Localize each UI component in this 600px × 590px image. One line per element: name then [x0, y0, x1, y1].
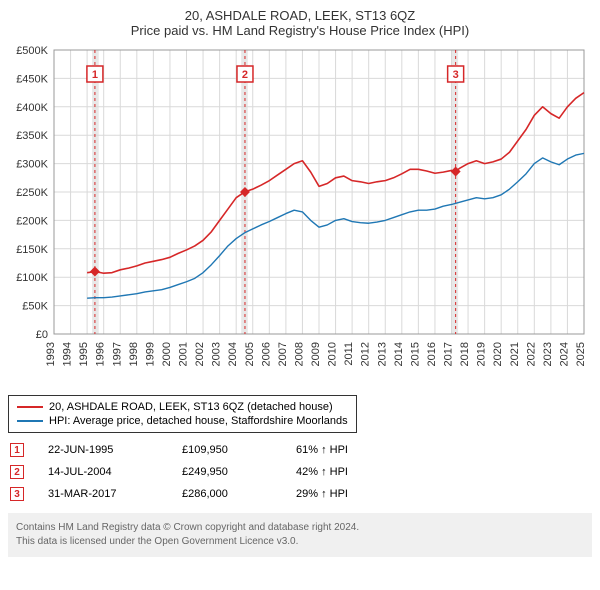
legend-swatch — [17, 406, 43, 408]
legend-item: 20, ASHDALE ROAD, LEEK, ST13 6QZ (detach… — [17, 400, 348, 414]
svg-text:2014: 2014 — [393, 342, 405, 366]
sale-price: £286,000 — [182, 488, 272, 500]
sale-row: 1 22-JUN-1995 £109,950 61% ↑ HPI — [8, 439, 592, 461]
svg-text:2006: 2006 — [260, 342, 272, 366]
svg-text:2008: 2008 — [293, 342, 305, 366]
svg-text:£100K: £100K — [16, 272, 48, 284]
svg-text:2013: 2013 — [376, 342, 388, 366]
svg-text:2000: 2000 — [161, 342, 173, 366]
svg-text:2019: 2019 — [476, 342, 488, 366]
svg-text:2021: 2021 — [509, 342, 521, 366]
legend-swatch — [17, 420, 43, 422]
svg-text:2022: 2022 — [525, 342, 537, 366]
sale-price: £249,950 — [182, 466, 272, 478]
svg-text:2023: 2023 — [542, 342, 554, 366]
svg-text:2002: 2002 — [194, 342, 206, 366]
legend: 20, ASHDALE ROAD, LEEK, ST13 6QZ (detach… — [8, 395, 357, 433]
svg-text:1999: 1999 — [144, 342, 156, 366]
footer-line-2: This data is licensed under the Open Gov… — [16, 535, 584, 549]
sale-price: £109,950 — [182, 444, 272, 456]
svg-text:2025: 2025 — [575, 342, 587, 366]
svg-text:£250K: £250K — [16, 187, 48, 199]
sale-pct: 29% ↑ HPI — [296, 488, 386, 500]
svg-text:2001: 2001 — [178, 342, 190, 366]
chart-subtitle: Price paid vs. HM Land Registry's House … — [8, 23, 592, 38]
svg-text:2024: 2024 — [558, 342, 570, 366]
svg-text:£400K: £400K — [16, 102, 48, 114]
svg-text:2018: 2018 — [459, 342, 471, 366]
svg-text:1994: 1994 — [62, 342, 74, 366]
sale-row: 2 14-JUL-2004 £249,950 42% ↑ HPI — [8, 461, 592, 483]
svg-text:1996: 1996 — [95, 342, 107, 366]
svg-text:£150K: £150K — [16, 244, 48, 256]
svg-text:2011: 2011 — [343, 342, 355, 366]
sale-pct: 61% ↑ HPI — [296, 444, 386, 456]
svg-text:2004: 2004 — [227, 342, 239, 366]
legend-label: 20, ASHDALE ROAD, LEEK, ST13 6QZ (detach… — [49, 401, 333, 413]
svg-text:2007: 2007 — [277, 342, 289, 366]
svg-text:2003: 2003 — [211, 342, 223, 366]
sales-table: 1 22-JUN-1995 £109,950 61% ↑ HPI 2 14-JUL-200… — [8, 439, 592, 505]
svg-text:3: 3 — [453, 69, 459, 81]
chart-area: £0 £50K £100K £150K £200K £250K £300K £350K £400… — [8, 44, 592, 389]
svg-text:1: 1 — [92, 69, 98, 81]
svg-text:£50K: £50K — [22, 301, 48, 313]
svg-text:2: 2 — [242, 69, 248, 81]
sale-date: 14-JUL-2004 — [48, 466, 158, 478]
svg-text:1993: 1993 — [45, 342, 57, 366]
svg-text:2020: 2020 — [492, 342, 504, 366]
sale-date: 22-JUN-1995 — [48, 444, 158, 456]
svg-text:1997: 1997 — [111, 342, 123, 366]
svg-text:£500K: £500K — [16, 45, 48, 57]
svg-text:2015: 2015 — [409, 342, 421, 366]
svg-text:£0: £0 — [36, 329, 48, 341]
svg-text:1998: 1998 — [128, 342, 140, 366]
svg-text:2010: 2010 — [327, 342, 339, 366]
chart-title: 20, ASHDALE ROAD, LEEK, ST13 6QZ — [8, 8, 592, 23]
svg-text:£350K: £350K — [16, 130, 48, 142]
svg-text:2016: 2016 — [426, 342, 438, 366]
legend-item: HPI: Average price, detached house, Staf… — [17, 414, 348, 428]
svg-text:2005: 2005 — [244, 342, 256, 366]
sale-marker: 3 — [10, 487, 24, 501]
sale-marker: 2 — [10, 465, 24, 479]
footer-attribution: Contains HM Land Registry data © Crown c… — [8, 513, 592, 557]
sale-row: 3 31-MAR-2017 £286,000 29% ↑ HPI — [8, 483, 592, 505]
legend-label: HPI: Average price, detached house, Staf… — [49, 415, 348, 427]
svg-text:2009: 2009 — [310, 342, 322, 366]
sale-marker: 1 — [10, 443, 24, 457]
footer-line-1: Contains HM Land Registry data © Crown c… — [16, 521, 584, 535]
sale-date: 31-MAR-2017 — [48, 488, 158, 500]
sale-pct: 42% ↑ HPI — [296, 466, 386, 478]
svg-text:2017: 2017 — [443, 342, 455, 366]
svg-text:£200K: £200K — [16, 215, 48, 227]
svg-text:£300K: £300K — [16, 159, 48, 171]
svg-text:2012: 2012 — [360, 342, 372, 366]
svg-text:£450K: £450K — [16, 73, 48, 85]
svg-text:1995: 1995 — [78, 342, 90, 366]
line-chart-svg: £0 £50K £100K £150K £200K £250K £300K £350K £400… — [8, 44, 592, 384]
